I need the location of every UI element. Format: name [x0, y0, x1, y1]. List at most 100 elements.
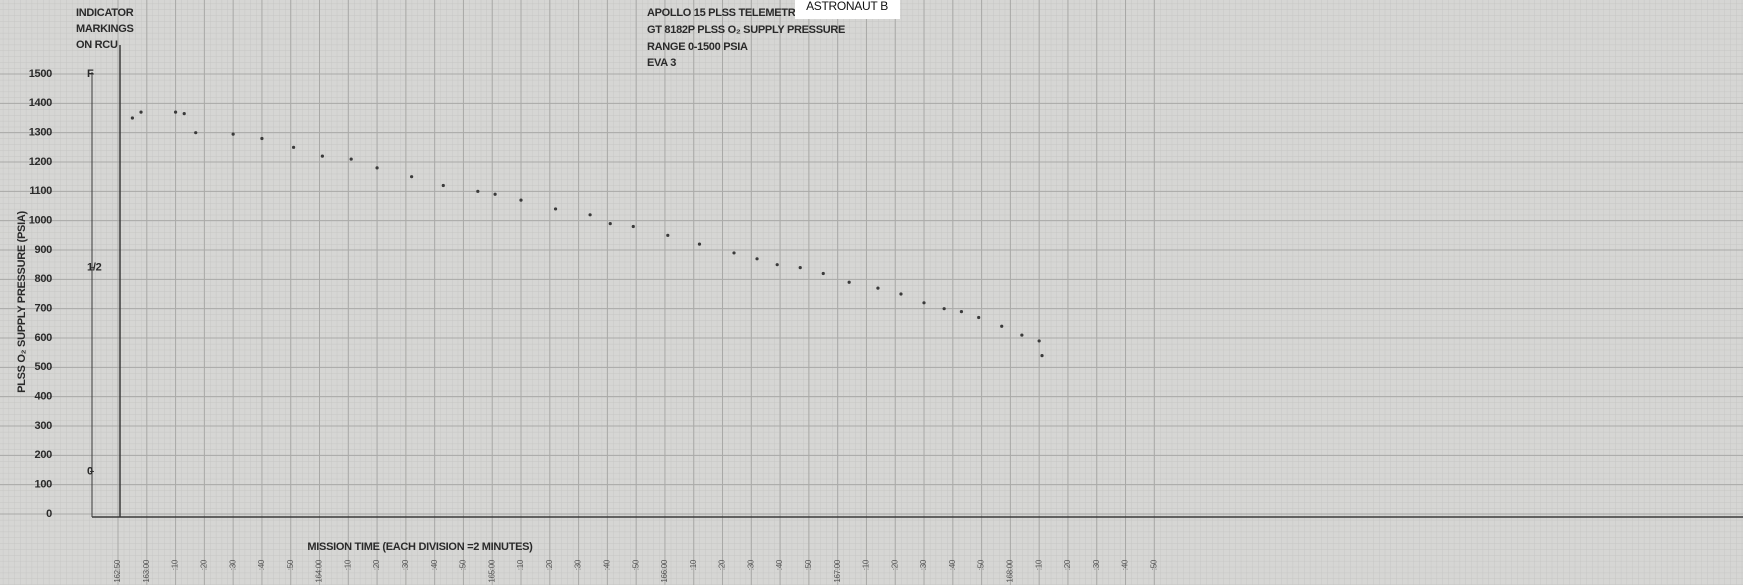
x-tick-label: :20	[199, 559, 208, 570]
y-tick-label: 1000	[29, 215, 52, 227]
x-tick-label: :20	[718, 559, 727, 570]
x-tick-label: :50	[459, 559, 468, 570]
data-point	[130, 116, 134, 120]
data-point	[942, 307, 946, 311]
data-point	[194, 131, 198, 135]
data-point	[732, 251, 736, 255]
x-tick-label: :50	[1149, 559, 1158, 570]
badge: ASTRONAUT B	[806, 0, 888, 13]
data-point	[441, 183, 445, 188]
data-point	[182, 112, 186, 116]
data-point	[476, 189, 480, 193]
indicator-title: INDICATOR	[76, 7, 134, 19]
y-tick-label: 500	[35, 361, 53, 373]
y-tick-label: 100	[35, 479, 53, 491]
indicator-marking: F	[87, 68, 94, 80]
x-tick-label: :20	[545, 559, 554, 570]
data-point	[588, 213, 592, 217]
data-point	[1040, 354, 1044, 358]
y-tick-label: 1200	[29, 156, 52, 168]
y-tick-label: 600	[35, 332, 53, 344]
data-point	[260, 136, 264, 141]
x-tick-label: :20	[372, 559, 381, 570]
x-tick-label: :40	[948, 559, 957, 570]
x-tick-label: :40	[257, 559, 266, 570]
x-tick-label: :10	[689, 559, 698, 570]
x-axis-label: MISSION TIME (EACH DIVISION =2 MINUTES)	[307, 541, 533, 553]
data-point	[631, 224, 635, 229]
y-tick-label: 1300	[29, 127, 52, 139]
x-tick-label: :50	[631, 559, 640, 570]
data-point	[608, 222, 612, 226]
x-tick-label: :30	[401, 559, 410, 570]
data-point	[1037, 339, 1041, 343]
data-point	[493, 192, 497, 196]
data-point	[320, 154, 324, 158]
data-point	[1020, 333, 1024, 337]
y-tick-label: 700	[35, 303, 53, 315]
x-tick-label: 166:00	[660, 559, 669, 583]
x-tick-label: :10	[862, 559, 871, 570]
x-tick-label: :30	[919, 559, 928, 570]
data-point	[775, 263, 779, 267]
x-tick-label: :40	[602, 559, 611, 570]
y-tick-label: 400	[35, 391, 53, 403]
x-tick-label: :50	[977, 559, 986, 570]
chart-subtitle: RANGE 0-1500 PSIA	[647, 41, 748, 53]
x-tick-label: :30	[574, 559, 583, 570]
data-point	[959, 310, 964, 314]
data-point	[231, 132, 235, 136]
data-point	[697, 242, 702, 246]
y-tick-label: 1500	[29, 68, 52, 80]
x-tick-label: 167:00	[833, 559, 842, 583]
x-tick-label: :30	[1092, 559, 1101, 570]
data-point	[666, 233, 670, 237]
chart-subtitle: GT 8182P PLSS O₂ SUPPLY PRESSURE	[647, 24, 845, 36]
data-point	[899, 292, 903, 296]
data-point	[375, 166, 379, 170]
data-point	[821, 271, 825, 276]
x-tick-label: :20	[1063, 559, 1072, 570]
y-tick-label: 1400	[29, 97, 52, 109]
data-point	[798, 266, 802, 270]
x-tick-label: :10	[171, 559, 180, 570]
x-tick-label: :50	[804, 559, 813, 570]
x-tick-label: :30	[746, 559, 755, 570]
data-point	[139, 110, 143, 114]
x-tick-label: :40	[775, 559, 784, 570]
x-tick-label: 164:00	[315, 559, 324, 583]
y-tick-label: 0	[46, 508, 52, 520]
indicator-title: MARKINGS	[76, 23, 134, 35]
data-point	[349, 157, 353, 161]
chart-subtitle: EVA 3	[647, 57, 676, 69]
y-tick-label: 300	[35, 420, 53, 432]
badge-box	[795, 0, 900, 19]
x-tick-label: :40	[430, 559, 439, 570]
x-tick-label: :10	[516, 559, 525, 570]
x-tick-label: 163:00	[142, 559, 151, 583]
data-point	[876, 286, 880, 290]
x-tick-label: :10	[343, 559, 352, 570]
data-point	[977, 315, 981, 320]
y-tick-label: 800	[35, 273, 53, 285]
data-point	[922, 301, 926, 305]
x-tick-label: 168:00	[1005, 559, 1014, 583]
indicator-title: ON RCU	[76, 39, 118, 51]
data-point	[173, 110, 178, 114]
data-point	[755, 257, 759, 261]
y-tick-label: 900	[35, 244, 53, 256]
chart-title: APOLLO 15 PLSS TELEMETRY	[647, 7, 803, 19]
y-tick-label: 1100	[29, 185, 52, 197]
indicator-marking: 1/2	[87, 262, 102, 274]
x-tick-label: :50	[286, 559, 295, 570]
data-point	[519, 198, 523, 202]
data-point	[553, 207, 558, 211]
y-axis-label: PLSS O₂ SUPPLY PRESSURE (PSIA)	[16, 211, 28, 393]
data-point	[410, 175, 414, 179]
data-point	[1000, 324, 1004, 328]
x-tick-label: :10	[1034, 559, 1043, 570]
y-tick-label: 200	[35, 449, 53, 461]
